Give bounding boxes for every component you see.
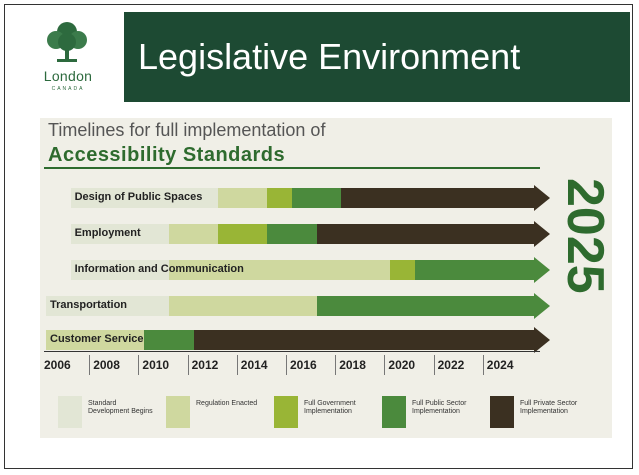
tree-icon bbox=[47, 22, 87, 62]
row-label: Customer Service bbox=[50, 333, 144, 345]
timeline-segment bbox=[267, 188, 292, 208]
timeline-segment bbox=[193, 330, 534, 350]
year-tick-label: 2014 bbox=[240, 358, 268, 372]
timeline-segment bbox=[70, 224, 169, 244]
timeline-segment bbox=[316, 296, 534, 316]
year-separator bbox=[433, 355, 435, 375]
timeline-row: Information and Communication bbox=[40, 257, 560, 283]
timeline-row: Employment bbox=[40, 221, 560, 247]
legend-swatch bbox=[274, 396, 298, 428]
logo-sub: CANADA bbox=[51, 86, 85, 92]
year-tick-label: 2020 bbox=[388, 358, 416, 372]
timeline-segment bbox=[46, 330, 145, 350]
arrow-head bbox=[534, 221, 550, 247]
timeline-segment bbox=[316, 224, 534, 244]
row-label: Information and Communication bbox=[74, 263, 244, 275]
logo-name: London bbox=[43, 68, 93, 84]
timeline-row: Customer Service bbox=[40, 327, 560, 353]
timeline-segment bbox=[218, 224, 268, 244]
timeline-segment bbox=[169, 260, 391, 280]
title-banner: Legislative Environment bbox=[124, 12, 630, 102]
target-year-vertical: 2025 bbox=[556, 178, 612, 294]
year-tick-label: 2024 bbox=[486, 358, 514, 372]
timeline-segment bbox=[169, 296, 317, 316]
legend-label: Standard Development Begins bbox=[88, 400, 153, 415]
year-tick-label: 2010 bbox=[142, 358, 170, 372]
timeline-figure: Timelines for full implementation of Acc… bbox=[40, 118, 612, 438]
year-tick-label: 2006 bbox=[44, 358, 71, 372]
timeline-row: Transportation bbox=[40, 293, 560, 319]
timeline-segment bbox=[169, 224, 219, 244]
year-separator bbox=[482, 355, 484, 375]
arrow-head bbox=[534, 257, 550, 283]
legend-swatch bbox=[382, 396, 406, 428]
timeline-segment bbox=[144, 330, 194, 350]
timeline-row: Design of Public Spaces bbox=[40, 185, 560, 211]
legend-swatch bbox=[490, 396, 514, 428]
year-separator bbox=[286, 355, 287, 375]
x-axis-line bbox=[44, 351, 540, 352]
year-tick-label: 2018 bbox=[339, 358, 366, 372]
london-logo: London CANADA bbox=[18, 14, 118, 106]
timeline-segment bbox=[218, 188, 268, 208]
target-year-text: 2025 bbox=[556, 178, 612, 294]
year-separator bbox=[236, 355, 238, 375]
title-underline bbox=[44, 167, 540, 169]
year-tick-label: 2012 bbox=[191, 358, 219, 372]
legend-swatch bbox=[58, 396, 82, 428]
year-separator bbox=[187, 355, 189, 375]
timeline-segment bbox=[267, 224, 317, 244]
year-tick-label: 2016 bbox=[290, 358, 317, 372]
timeline-segment bbox=[415, 260, 534, 280]
year-separator bbox=[384, 355, 386, 375]
year-separator bbox=[335, 355, 337, 375]
year-separator bbox=[89, 355, 91, 375]
timeline-segment bbox=[390, 260, 415, 280]
timeline-segment bbox=[292, 188, 342, 208]
year-tick-label: 2008 bbox=[93, 358, 120, 372]
row-label: Design of Public Spaces bbox=[74, 191, 203, 203]
legend-label: Full Government Implementation bbox=[304, 400, 356, 415]
row-label: Transportation bbox=[50, 299, 128, 311]
row-label: Employment bbox=[74, 227, 141, 239]
figure-title-line1: Timelines for full implementation of bbox=[48, 120, 326, 140]
figure-title-line2: Accessibility Standards bbox=[48, 144, 286, 166]
arrow-head bbox=[534, 185, 550, 211]
slide-title: Legislative Environment bbox=[138, 36, 521, 77]
year-tick-label: 2022 bbox=[437, 358, 465, 372]
timeline-segment bbox=[46, 296, 169, 316]
legend-label: Full Public Sector Implementation bbox=[412, 400, 467, 415]
arrow-head bbox=[534, 293, 550, 319]
legend-swatch bbox=[166, 396, 190, 428]
legend-label: Full Private Sector Implementation bbox=[520, 400, 578, 415]
timeline-segment bbox=[70, 260, 169, 280]
legend-label: Regulation Enacted bbox=[196, 400, 258, 407]
timeline-segment bbox=[341, 188, 534, 208]
timeline-segment bbox=[70, 188, 219, 208]
year-separator bbox=[138, 355, 140, 375]
arrow-head bbox=[534, 327, 550, 353]
